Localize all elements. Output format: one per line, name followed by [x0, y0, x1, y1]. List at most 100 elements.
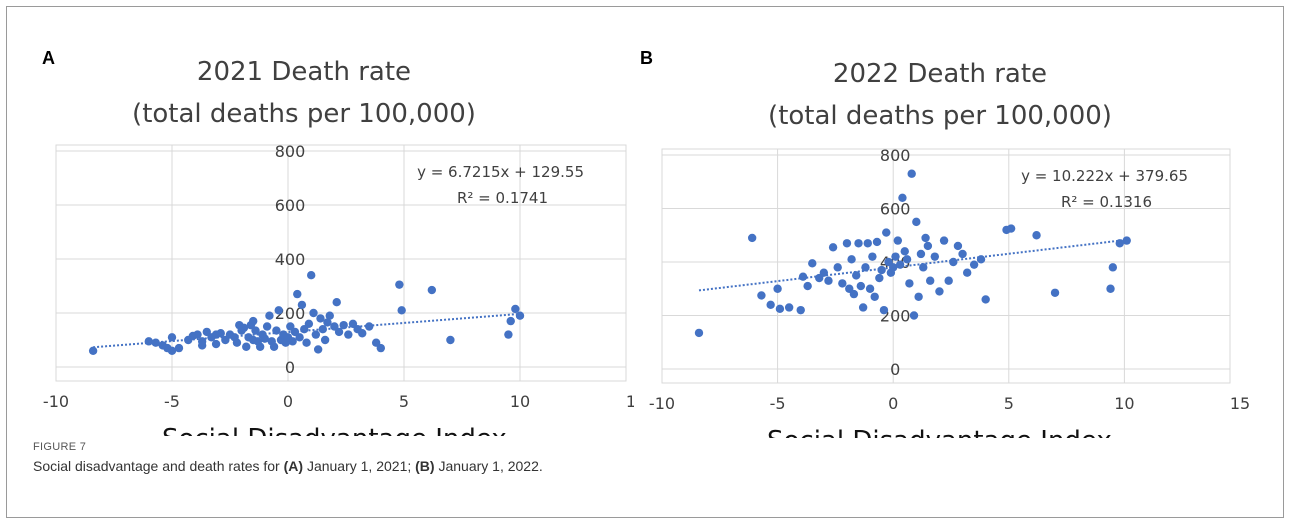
data-point	[882, 228, 891, 237]
caption-b-ref: (B)	[415, 458, 435, 474]
data-point	[953, 241, 963, 251]
y-tick-label: 600	[275, 196, 306, 215]
chart-title-line2: (total deaths per 100,000)	[768, 101, 1112, 131]
figure-label: FIGURE 7	[33, 441, 87, 453]
y-tick-label: 600	[880, 200, 911, 219]
data-point	[239, 323, 249, 333]
data-point	[216, 329, 225, 338]
caption-a-ref: (A)	[283, 458, 304, 474]
x-tick-label: 0	[283, 392, 293, 411]
data-point	[824, 276, 833, 285]
data-point	[944, 276, 953, 285]
data-point	[819, 268, 829, 277]
y-tick-label: 0	[890, 360, 900, 379]
data-point	[861, 263, 870, 272]
data-point	[863, 239, 872, 248]
data-point	[923, 241, 933, 251]
data-point	[808, 259, 817, 268]
data-point	[293, 289, 302, 299]
data-point	[891, 252, 900, 261]
data-point	[511, 304, 520, 314]
data-point	[842, 239, 852, 248]
data-point	[446, 335, 455, 345]
data-point	[1115, 239, 1124, 248]
data-point	[773, 284, 782, 293]
data-point	[325, 311, 334, 320]
data-point	[900, 247, 909, 256]
data-point	[211, 339, 221, 349]
data-point	[854, 239, 863, 248]
data-point	[803, 281, 812, 291]
x-tick-label: -5	[164, 392, 180, 411]
x-tick-label: -5	[770, 394, 786, 413]
data-point	[870, 292, 879, 301]
data-point	[907, 169, 916, 178]
data-point	[504, 330, 513, 339]
data-point	[925, 276, 935, 285]
data-point	[262, 322, 272, 331]
data-point	[376, 343, 385, 353]
data-point	[304, 319, 314, 328]
data-point	[297, 300, 307, 310]
data-point	[757, 291, 766, 300]
data-point	[852, 271, 861, 280]
data-point	[249, 316, 258, 326]
data-point	[784, 303, 794, 312]
data-point	[909, 311, 919, 320]
x-axis-label: Social Disadvantage Index	[767, 426, 1112, 438]
x-tick-label: 10	[1114, 394, 1134, 413]
r-squared-label: R² = 0.1316	[1061, 193, 1152, 211]
data-point	[919, 263, 928, 272]
data-point	[334, 327, 344, 337]
data-point	[232, 338, 242, 347]
data-point	[902, 255, 912, 264]
data-point	[193, 330, 202, 339]
data-point	[1106, 284, 1115, 293]
panel-a: A 2021 Death rate (total deaths per 100,0…	[34, 36, 646, 454]
data-point	[307, 271, 316, 280]
data-point	[879, 305, 889, 315]
data-point	[969, 260, 979, 269]
data-point	[320, 335, 330, 345]
data-point	[427, 285, 437, 295]
data-point	[1032, 231, 1041, 240]
data-point	[1050, 288, 1060, 297]
data-point	[197, 341, 207, 350]
data-point	[962, 268, 972, 277]
data-point	[939, 236, 949, 245]
data-point	[895, 260, 905, 269]
data-point	[1122, 236, 1131, 245]
data-point	[858, 303, 868, 312]
data-point	[339, 320, 348, 330]
panel-b: B 2022 Death rate (total deaths per 100,0…	[640, 38, 1252, 456]
y-tick-label: 800	[880, 146, 911, 165]
data-point	[914, 292, 923, 301]
data-point	[930, 252, 940, 261]
data-point	[877, 265, 886, 275]
data-point	[88, 346, 98, 355]
y-tick-label: 400	[275, 250, 306, 269]
data-point	[872, 237, 882, 247]
data-point	[949, 257, 958, 267]
caption-b-text: January 1, 2022.	[434, 458, 543, 474]
x-tick-label: 5	[399, 392, 409, 411]
data-point	[167, 333, 177, 342]
x-tick-label: -10	[43, 392, 69, 411]
data-point	[344, 330, 353, 339]
caption-a-text: January 1, 2021;	[303, 458, 416, 474]
data-point	[775, 304, 785, 314]
data-point	[766, 300, 775, 309]
data-point	[838, 279, 847, 288]
data-point	[796, 305, 805, 315]
y-tick-label: 0	[285, 358, 295, 377]
chart-title-line2: (total deaths per 100,000)	[132, 99, 476, 129]
x-tick-label: 0	[888, 394, 898, 413]
data-point	[323, 318, 332, 327]
data-point	[302, 338, 311, 347]
data-point	[889, 263, 898, 272]
data-point	[912, 217, 921, 227]
panel-letter-a: A	[42, 48, 55, 68]
data-point	[921, 233, 930, 243]
data-point	[747, 233, 757, 243]
data-point	[875, 273, 884, 283]
